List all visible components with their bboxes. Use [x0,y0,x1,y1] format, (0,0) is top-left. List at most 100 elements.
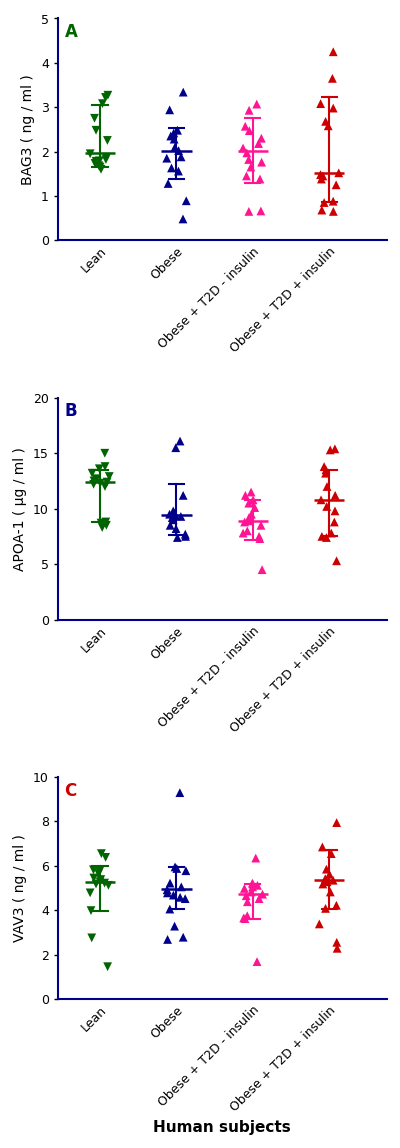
Point [103,150,109,169]
Point [250,875,256,893]
Point [332,502,338,520]
Point [91,109,98,127]
Point [88,901,94,920]
Point [322,869,328,887]
Point [170,124,177,142]
Point [87,884,93,902]
Point [90,475,97,494]
Point [258,153,265,171]
X-axis label: Human subjects: Human subjects [153,1119,291,1134]
Y-axis label: VAV3 ( ng / ml ): VAV3 ( ng / ml ) [14,835,28,941]
Point [97,474,104,492]
Point [102,848,109,867]
Point [248,883,254,901]
Point [93,470,100,488]
Point [321,457,327,475]
Point [104,131,111,149]
Point [328,523,334,542]
Point [183,861,189,879]
Point [174,121,181,139]
Point [247,512,253,530]
Point [246,122,252,140]
Point [172,138,178,156]
Point [244,892,251,910]
Point [330,871,336,890]
Point [323,528,330,546]
Point [327,441,334,459]
Point [106,467,112,486]
Point [177,783,183,801]
Point [327,883,334,901]
Point [165,174,171,193]
Point [242,117,248,135]
Point [240,909,247,928]
Point [167,517,173,535]
Point [318,94,324,113]
Point [171,504,178,522]
Point [259,560,265,579]
Point [326,866,333,884]
Point [93,121,99,139]
Point [330,99,336,117]
Point [334,814,340,832]
Point [255,134,262,153]
Point [89,464,95,482]
Point [105,876,112,894]
Point [182,890,188,908]
Point [256,890,262,908]
Point [246,101,252,119]
Point [257,529,263,548]
Point [88,929,95,947]
Point [317,165,324,184]
Point [243,886,249,905]
Point [97,158,103,177]
Point [178,148,184,166]
Point [95,864,102,883]
Point [319,201,325,219]
Point [250,490,256,509]
Point [325,117,332,135]
Point [323,460,329,479]
Point [248,158,254,177]
Point [182,527,189,545]
Point [320,166,326,185]
Point [249,874,256,892]
Point [246,494,252,512]
Point [102,478,108,496]
Point [92,154,98,172]
Point [90,861,97,879]
Point [257,170,263,188]
Point [324,872,330,891]
Point [258,129,264,147]
Point [246,150,252,169]
Point [330,192,336,210]
Point [166,505,173,523]
Point [170,502,176,520]
Point [333,176,339,194]
Point [103,513,109,532]
Point [96,156,102,174]
Point [318,490,324,509]
Point [96,459,102,478]
Point [321,193,327,211]
Point [241,879,248,898]
Point [97,872,103,891]
Y-axis label: APOA-1 ( μg / ml ): APOA-1 ( μg / ml ) [14,447,28,571]
Point [254,95,260,114]
Point [320,875,326,893]
Point [104,957,111,976]
Point [167,900,173,918]
Point [256,527,262,545]
Point [166,101,173,119]
Point [93,153,99,171]
Point [180,487,186,505]
Point [96,862,103,881]
Point [322,464,329,482]
Point [242,487,248,505]
Point [98,514,104,533]
Point [102,457,108,475]
Y-axis label: BAG3 ( ng / ml ): BAG3 ( ng / ml ) [21,73,35,185]
Point [98,160,104,178]
Point [180,928,186,946]
Point [102,444,108,463]
